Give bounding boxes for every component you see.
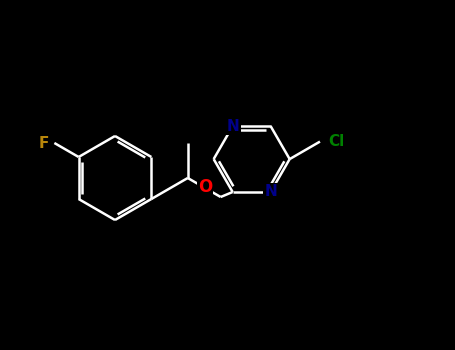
Text: O: O [198, 177, 212, 196]
Text: N: N [226, 119, 239, 134]
Text: F: F [39, 135, 50, 150]
Text: Cl: Cl [328, 134, 344, 149]
Text: N: N [264, 184, 277, 200]
